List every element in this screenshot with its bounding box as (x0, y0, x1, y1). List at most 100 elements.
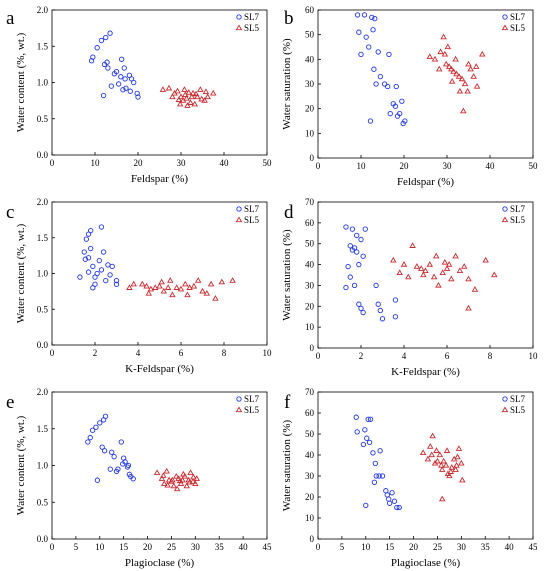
data-point-sl5 (189, 478, 197, 484)
x-tick-label: 10 (91, 158, 101, 168)
data-point-sl7 (358, 305, 364, 312)
data-point-sl7 (98, 224, 105, 230)
y-tick-label: 20 (305, 492, 315, 502)
data-point-sl7 (349, 226, 356, 232)
data-point-sl7 (362, 226, 368, 232)
y-tick-label: 30 (305, 280, 315, 290)
legend-marker-sl5 (501, 216, 509, 223)
plot-frame (51, 9, 268, 156)
data-point-sl7 (347, 274, 353, 280)
x-tick-label: 6 (179, 348, 184, 358)
data-point-sl7 (396, 504, 402, 511)
data-point-sl5 (169, 476, 176, 483)
y-tick-label: 0.5 (37, 497, 49, 507)
data-point-sl7 (102, 413, 109, 419)
data-point-sl5 (438, 495, 446, 502)
y-axis-title: Water saturation (%) (281, 38, 293, 130)
data-point-sl7 (130, 476, 136, 482)
data-point-sl7 (109, 449, 115, 455)
data-point-sl7 (391, 498, 398, 504)
data-point-sl5 (187, 469, 194, 475)
plot-frame (317, 391, 534, 540)
data-point-sl5 (153, 469, 161, 475)
x-tick-label: 2 (93, 348, 98, 358)
x-tick-label: 35 (215, 542, 225, 552)
x-tick-label: 5 (340, 542, 345, 552)
data-point-sl5 (409, 242, 416, 248)
data-point-sl5 (143, 282, 150, 289)
x-tick-label: 5 (74, 542, 79, 552)
x-tick-label: 15 (385, 542, 395, 552)
data-point-sl7 (105, 65, 111, 71)
data-point-sl7 (362, 427, 368, 433)
data-point-sl5 (420, 271, 427, 278)
x-tick-label: 25 (167, 542, 177, 552)
y-tick-label: 1.5 (37, 233, 49, 243)
data-point-sl7 (98, 267, 105, 273)
data-point-sl7 (122, 76, 128, 82)
data-point-sl7 (87, 434, 93, 441)
data-point-sl7 (392, 314, 399, 320)
data-point-sl5 (465, 60, 472, 67)
data-point-sl5 (172, 473, 180, 479)
data-point-sl5 (199, 287, 206, 294)
data-point-sl7 (386, 496, 392, 502)
data-point-sl5 (194, 277, 202, 283)
data-point-sl7 (363, 502, 369, 509)
data-point-sl7 (88, 245, 94, 252)
x-tick-label: 40 (486, 161, 496, 171)
data-point-sl7 (387, 500, 393, 506)
data-point-sl7 (372, 460, 378, 467)
data-point-sl7 (125, 462, 132, 469)
data-point-sl7 (393, 83, 399, 90)
plot-frame (51, 201, 268, 346)
y-tick-label: 1.0 (37, 461, 49, 471)
data-point-sl5 (473, 82, 481, 89)
x-tick-label: 50 (529, 161, 539, 171)
x-tick-label: 20 (400, 161, 410, 171)
legend-label-sl5: SL5 (510, 23, 526, 33)
data-point-sl7 (77, 274, 83, 280)
data-point-sl7 (343, 224, 349, 230)
data-point-sl5 (455, 445, 463, 451)
data-point-sl5 (448, 65, 455, 72)
panel-c: c 0 2 4 6 8 10 0.0 0.5 1.0 1.5 2.0 K-Feldspar (%) Wat… (6, 197, 272, 375)
data-point-sl5 (442, 461, 450, 468)
data-point-sl7 (372, 15, 378, 22)
data-point-sl7 (367, 118, 374, 124)
x-tick-label: 45 (529, 542, 539, 552)
data-point-sl5 (491, 271, 498, 278)
data-point-sl5 (465, 275, 472, 282)
x-tick-label: 10 (95, 542, 105, 552)
legend-label-sl7: SL7 (244, 204, 260, 214)
data-point-sl7 (363, 34, 369, 40)
data-point-sl5 (428, 451, 435, 458)
data-point-sl7 (109, 263, 115, 269)
data-point-sl7 (345, 264, 351, 270)
y-tick-label: 1.0 (37, 269, 49, 279)
data-point-sl7 (377, 307, 383, 314)
data-point-sl5 (169, 93, 176, 100)
data-point-sl7 (379, 473, 386, 479)
data-point-sl7 (354, 429, 360, 435)
y-tick-label: 10 (305, 128, 315, 138)
x-tick-label: 0 (316, 542, 321, 552)
y-tick-label: 0.5 (37, 304, 49, 314)
data-point-sl7 (371, 66, 377, 72)
y-tick-label: 70 (305, 387, 315, 397)
data-point-sl7 (356, 29, 362, 35)
data-point-sl5 (212, 295, 219, 301)
x-tick-label: 20 (143, 542, 153, 552)
y-tick-label: 30 (305, 79, 315, 89)
panel-letter: f (284, 392, 291, 413)
data-point-sl5 (435, 281, 442, 288)
x-tick-label: 40 (239, 542, 249, 552)
legend-marker-sl7 (236, 14, 242, 20)
data-point-sl5 (431, 55, 439, 62)
data-point-sl7 (379, 316, 386, 322)
legend-marker-sl5 (235, 24, 243, 31)
data-point-sl7 (356, 301, 362, 307)
y-tick-label: 0.0 (37, 340, 49, 350)
legend-marker-sl7 (502, 206, 508, 212)
data-point-sl7 (347, 243, 353, 249)
